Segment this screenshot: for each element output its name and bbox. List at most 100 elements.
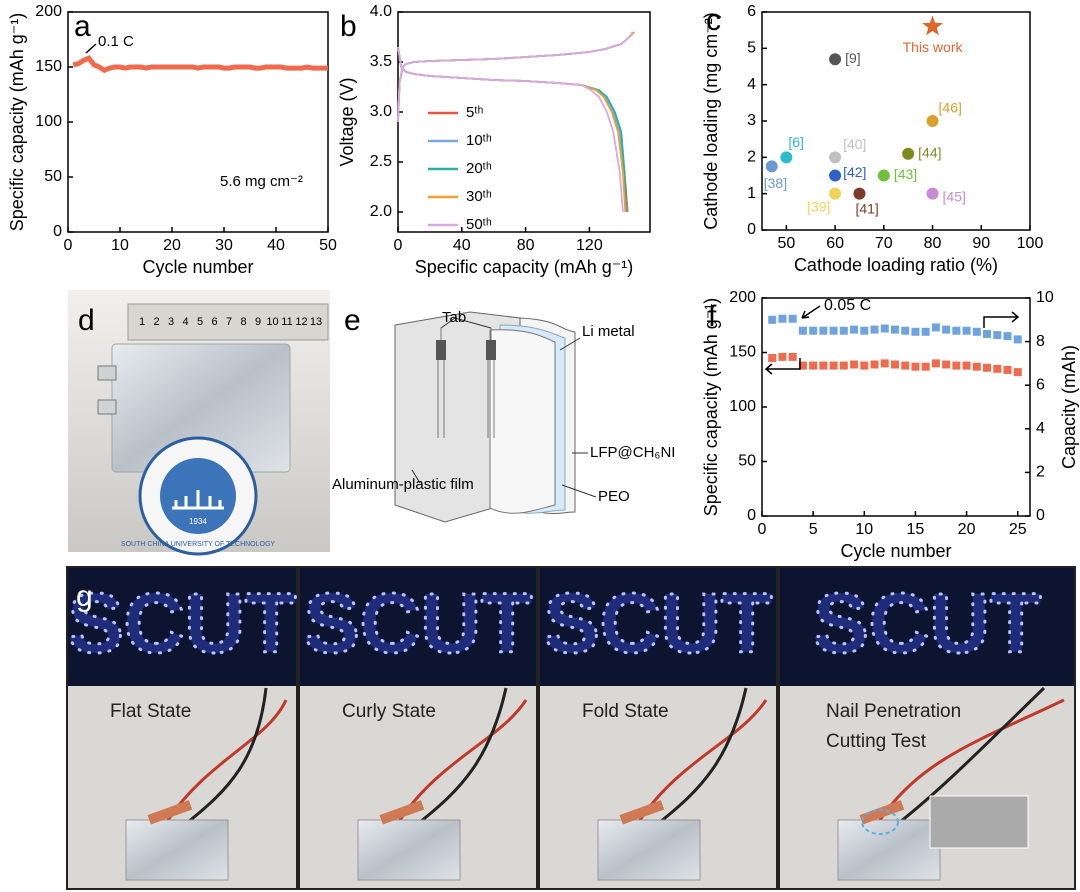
square-marker (983, 329, 992, 338)
point-label: [38] (764, 175, 787, 191)
led-sign: SCUT (544, 576, 773, 670)
x-tick-label: 80 (924, 235, 942, 252)
square-marker (911, 327, 920, 336)
panel-label: g (76, 580, 93, 613)
square-marker (921, 362, 930, 371)
legend-label: 5ᵗʰ (466, 104, 484, 121)
sign-board (68, 568, 296, 686)
pouch-cell (357, 819, 461, 881)
ruler-number: 8 (240, 316, 246, 328)
x-tick-label: 50 (777, 235, 795, 252)
y-tick-label: 4.0 (370, 3, 392, 20)
square-marker (768, 353, 777, 362)
scatter-point (877, 169, 890, 182)
square-marker (1003, 332, 1012, 341)
ruler-number: 5 (197, 316, 203, 328)
square-marker (809, 326, 818, 335)
scatter-point (780, 151, 793, 164)
y-axis-label: Cathode loading (mg cm⁻²) (701, 12, 721, 230)
wire (638, 699, 768, 821)
y2-tick-label: 2 (1036, 464, 1045, 481)
x-tick-label: 0 (394, 237, 403, 254)
ruler-number: 13 (310, 316, 322, 328)
square-marker (860, 361, 869, 370)
y-tick-label: 0 (747, 507, 756, 524)
emblem-gate (172, 490, 224, 510)
legend-label: 50ᵗʰ (466, 216, 492, 233)
square-marker (839, 326, 848, 335)
ruler-number: 4 (182, 316, 188, 328)
legend-label: 20ᵗʰ (466, 160, 492, 177)
state-label: Fold State (582, 701, 669, 722)
y-tick-label: 2.5 (370, 153, 392, 170)
led-sign: SCUT (813, 576, 1042, 670)
y-tick-label: 150 (35, 58, 62, 75)
y-tick-label: 100 (729, 398, 756, 415)
point-label: [43] (894, 166, 917, 182)
square-marker (1003, 365, 1012, 374)
plot-frame (761, 11, 1031, 231)
square-marker (788, 352, 797, 361)
y-tick-label: 6 (747, 3, 756, 20)
ruler (127, 303, 329, 341)
inset-photo (929, 795, 1029, 849)
x-tick-label: 10 (855, 521, 873, 538)
y-tick-label: 3.5 (370, 53, 392, 70)
point-label: [42] (843, 164, 866, 180)
square-marker (768, 315, 777, 324)
wire (899, 686, 1046, 824)
sign-board (540, 568, 776, 686)
square-marker (1013, 368, 1022, 377)
x-axis-label: Specific capacity (mAh g⁻¹) (415, 257, 634, 277)
pouch-cell (597, 819, 701, 881)
y-axis-label: Specific capacity (mAh g⁻¹) (701, 298, 721, 517)
point-label: [6] (788, 134, 804, 150)
peo-layer (489, 329, 556, 514)
square-marker (952, 361, 961, 370)
plot-frame (397, 11, 651, 233)
point-label: [46] (939, 100, 962, 116)
square-marker (890, 325, 899, 334)
square-marker (962, 361, 971, 370)
photo-d (68, 290, 330, 556)
y-tick-label: 50 (738, 453, 756, 470)
y-axis-label: Specific capacity (mAh g⁻¹) (7, 13, 27, 232)
x-tick-label: 80 (517, 237, 535, 254)
square-marker (880, 324, 889, 333)
y-tick-label: 5 (747, 40, 756, 57)
x-axis-label: Cycle number (840, 541, 951, 561)
diagram-label: Aluminum-plastic film (332, 476, 474, 493)
clip (859, 800, 905, 825)
wire (166, 699, 288, 821)
square-marker (870, 325, 879, 334)
panel-label: a (74, 10, 91, 43)
panel-label: d (78, 304, 95, 337)
annotation: 0.05 C (824, 297, 871, 314)
x-tick-label: 0 (758, 521, 767, 538)
sign-board (780, 568, 1074, 686)
square-marker (778, 314, 787, 323)
square-marker (911, 362, 920, 371)
clip (379, 800, 425, 825)
state-label: Curly State (342, 701, 436, 722)
pouch-cell (837, 819, 941, 881)
y-tick-label: 1 (747, 185, 756, 202)
clip (147, 800, 193, 825)
panel-label: e (344, 304, 361, 337)
star-point (922, 15, 943, 36)
square-marker (860, 326, 869, 335)
voltage-curve (397, 31, 635, 213)
square-marker (880, 359, 889, 368)
emblem-year: 1934 (189, 517, 207, 526)
square-marker (993, 331, 1002, 340)
diagram-e (394, 311, 597, 523)
annotation: 0.1 C (98, 33, 134, 50)
square-marker (983, 363, 992, 372)
square-marker (798, 361, 807, 370)
square-marker (829, 361, 838, 370)
y-tick-label: 0 (53, 223, 62, 240)
ruler-number: 9 (255, 316, 261, 328)
y2-tick-label: 6 (1036, 376, 1045, 393)
y-tick-label: 3.0 (370, 103, 392, 120)
